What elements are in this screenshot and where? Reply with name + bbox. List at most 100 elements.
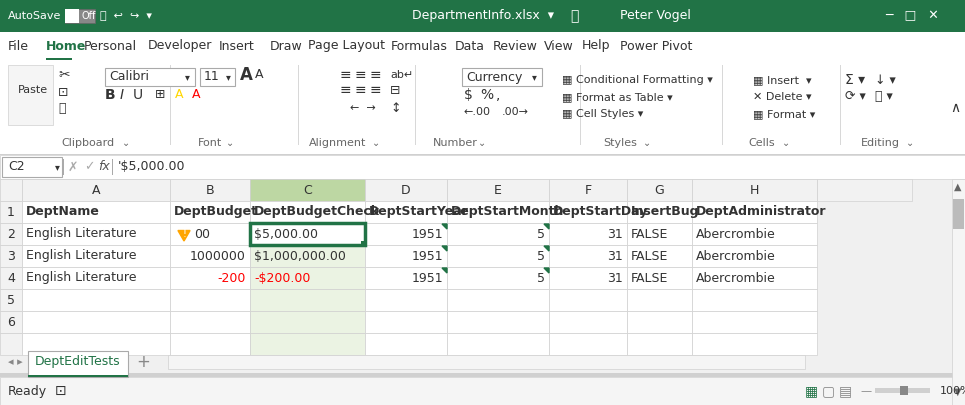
- Text: ≡: ≡: [370, 83, 381, 97]
- Polygon shape: [442, 268, 447, 273]
- Bar: [250, 333, 365, 355]
- Bar: [365, 333, 447, 355]
- Bar: [447, 333, 549, 355]
- Bar: [0, 373, 965, 377]
- Text: ⟳ ▾: ⟳ ▾: [845, 90, 866, 104]
- Text: B: B: [206, 183, 214, 196]
- Text: ←  →: ← →: [350, 103, 375, 113]
- Text: —: —: [860, 386, 871, 396]
- Text: DeptEditTests: DeptEditTests: [35, 356, 121, 369]
- Text: Draw: Draw: [269, 40, 302, 53]
- Bar: [692, 223, 817, 245]
- Text: ≡: ≡: [370, 68, 381, 82]
- Bar: [365, 245, 447, 267]
- Bar: [840, 65, 841, 145]
- Text: DeptStartYear: DeptStartYear: [369, 205, 469, 219]
- Text: 5: 5: [537, 271, 545, 284]
- Text: 4: 4: [7, 271, 14, 284]
- Text: 1951: 1951: [411, 249, 443, 262]
- Text: A: A: [255, 68, 263, 81]
- Text: Editing: Editing: [861, 138, 899, 148]
- Text: ⌄: ⌄: [782, 138, 789, 148]
- Bar: [65, 9, 79, 23]
- Bar: [692, 201, 817, 223]
- Text: ▦ Format ▾: ▦ Format ▾: [753, 109, 815, 119]
- Bar: [22, 201, 170, 223]
- Bar: [627, 267, 692, 289]
- Text: 1951: 1951: [411, 271, 443, 284]
- Bar: [549, 333, 627, 355]
- Text: 31: 31: [607, 271, 623, 284]
- Bar: [250, 179, 365, 201]
- Text: '$5,000.00: '$5,000.00: [118, 160, 185, 173]
- Text: English Literature: English Literature: [26, 271, 136, 284]
- Bar: [549, 311, 627, 333]
- Text: Clipboard: Clipboard: [62, 138, 115, 148]
- Bar: [22, 289, 170, 311]
- Text: 🔍 ▾: 🔍 ▾: [875, 90, 893, 104]
- Text: ≡: ≡: [340, 83, 351, 97]
- Text: DeptBudgetCheck: DeptBudgetCheck: [254, 205, 380, 219]
- Bar: [692, 333, 817, 355]
- Bar: [952, 179, 965, 405]
- Bar: [170, 245, 250, 267]
- Text: D: D: [401, 183, 411, 196]
- Bar: [692, 179, 817, 201]
- Text: 6: 6: [7, 315, 14, 328]
- Bar: [0, 60, 965, 155]
- Bar: [549, 223, 627, 245]
- Bar: [105, 68, 195, 86]
- Text: .00→: .00→: [502, 107, 529, 117]
- Bar: [447, 245, 549, 267]
- Text: ▦ Insert  ▾: ▦ Insert ▾: [753, 75, 812, 85]
- Text: C: C: [303, 183, 312, 196]
- Text: DeptBudget: DeptBudget: [174, 205, 258, 219]
- Text: Ready: Ready: [8, 384, 47, 397]
- Bar: [170, 201, 250, 223]
- Bar: [549, 179, 627, 201]
- Text: !: !: [182, 229, 186, 239]
- Text: ▤: ▤: [839, 384, 852, 398]
- Text: -200: -200: [218, 271, 246, 284]
- Text: I: I: [120, 88, 124, 102]
- Text: $1,000,000.00: $1,000,000.00: [254, 249, 345, 262]
- Text: ✕ Delete ▾: ✕ Delete ▾: [753, 92, 812, 102]
- Text: 💾  ↩  ↪  ▾: 💾 ↩ ↪ ▾: [100, 11, 152, 21]
- Text: ↓ ▾: ↓ ▾: [875, 73, 896, 87]
- Text: Developer: Developer: [148, 40, 212, 53]
- Text: C2: C2: [8, 160, 25, 173]
- Text: $: $: [464, 88, 473, 102]
- Text: ≡: ≡: [355, 83, 367, 97]
- Text: 5: 5: [537, 249, 545, 262]
- Text: Paste: Paste: [18, 85, 48, 95]
- Text: ▲: ▲: [954, 182, 962, 192]
- Text: ≡: ≡: [340, 68, 351, 82]
- Text: ⊡: ⊡: [55, 384, 67, 398]
- Text: ▾: ▾: [532, 72, 537, 82]
- Text: 3: 3: [7, 249, 14, 262]
- Bar: [298, 65, 299, 145]
- Bar: [250, 223, 365, 245]
- Text: Σ ▾: Σ ▾: [845, 73, 866, 87]
- Text: ▼: ▼: [954, 387, 962, 397]
- Text: FALSE: FALSE: [631, 249, 669, 262]
- Text: B: B: [105, 88, 116, 102]
- Bar: [250, 223, 365, 245]
- Text: DeptAdministrator: DeptAdministrator: [696, 205, 826, 219]
- Text: 31: 31: [607, 228, 623, 241]
- Bar: [250, 289, 365, 311]
- Text: ▦ Format as Table ▾: ▦ Format as Table ▾: [562, 92, 673, 102]
- Text: Review: Review: [493, 40, 538, 53]
- Text: 5: 5: [537, 228, 545, 241]
- Text: ▢: ▢: [822, 384, 835, 398]
- Text: ✂: ✂: [58, 68, 69, 82]
- Text: Power Pivot: Power Pivot: [620, 40, 692, 53]
- Text: 100%: 100%: [940, 386, 965, 396]
- Bar: [250, 267, 365, 289]
- Text: Home: Home: [46, 40, 87, 53]
- Text: Abercrombie: Abercrombie: [696, 228, 776, 241]
- Bar: [953, 199, 964, 229]
- Bar: [447, 201, 549, 223]
- Bar: [22, 267, 170, 289]
- Bar: [692, 289, 817, 311]
